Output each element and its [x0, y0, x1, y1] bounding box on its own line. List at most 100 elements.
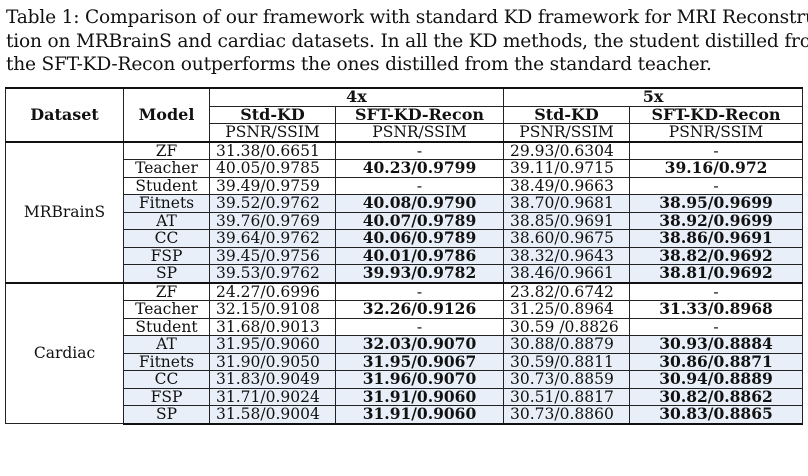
std-kd-4x-cell: 40.05/0.9785 — [209, 159, 336, 178]
header-4x: 4x — [208, 87, 505, 107]
header-metric: PSNR/SSIM — [629, 123, 804, 142]
model-cell: CC — [123, 229, 210, 248]
table-row: AT 39.76/0.9769 40.07/0.9789 38.85/0.9691 38… — [6, 211, 804, 230]
table-row: Fitnets 39.52/0.9762 40.08/0.9790 38.70/0.9… — [6, 194, 804, 213]
std-kd-5x-cell: 30.88/0.8879 — [503, 335, 631, 354]
std-kd-4x-cell: 31.83/0.9049 — [209, 370, 336, 389]
sft-kd-5x-cell: 30.93/0.8884 — [629, 335, 804, 354]
header-5x: 5x — [503, 87, 804, 107]
header-metric: PSNR/SSIM — [334, 123, 505, 142]
sft-kd-5x-cell: - — [629, 281, 804, 301]
std-kd-4x-cell: 39.76/0.9769 — [209, 211, 336, 230]
std-kd-4x-cell: 39.45/0.9756 — [209, 246, 336, 265]
model-cell: FSP — [123, 246, 210, 265]
sft-kd-5x-cell: 38.95/0.9699 — [629, 194, 804, 213]
header-model: Model — [123, 87, 210, 142]
table-row: Teacher 40.05/0.9785 40.23/0.9799 39.11/0.9… — [6, 159, 804, 178]
std-kd-5x-cell: 23.82/0.6742 — [503, 281, 631, 301]
std-kd-5x-cell: 30.73/0.8860 — [503, 405, 631, 425]
std-kd-4x-cell: 31.95/0.9060 — [209, 335, 336, 354]
sft-kd-5x-cell: 30.83/0.8865 — [629, 405, 804, 425]
sft-kd-4x-cell: 40.07/0.9789 — [334, 211, 505, 230]
header-std-kd-5x: Std-KD — [503, 105, 631, 124]
table-row: AT 31.95/0.9060 32.03/0.9070 30.88/0.8879 30… — [6, 335, 804, 354]
sft-kd-4x-cell: 32.26/0.9126 — [334, 300, 505, 319]
std-kd-4x-cell: 31.68/0.9013 — [209, 317, 336, 336]
sft-kd-5x-cell: 38.92/0.9699 — [629, 211, 804, 230]
sft-kd-5x-cell: 38.81/0.9692 — [629, 264, 804, 283]
caption-line-3: the SFT-KD-Recon outperforms the ones di… — [6, 54, 712, 75]
model-cell: ZF — [123, 140, 210, 160]
results-table: Dataset Model 4x 5x Std-KD SFT-KD-Recon … — [5, 87, 804, 425]
table-row: Cardiac ZF 24.27/0.6996-23.82/0.6742- — [5, 281, 804, 424]
sft-kd-4x-cell: 31.96/0.9070 — [334, 370, 505, 389]
sft-kd-4x-cell: 32.03/0.9070 — [334, 335, 505, 354]
sft-kd-5x-cell: 38.86/0.9691 — [629, 229, 804, 248]
table-row: CC 39.64/0.9762 40.06/0.9789 38.60/0.9675 38… — [6, 229, 804, 248]
model-cell: SP — [123, 405, 210, 425]
std-kd-5x-cell: 38.60/0.9675 — [503, 229, 631, 248]
table-row: Fitnets 31.90/0.9050 31.95/0.9067 30.59/0.8… — [6, 352, 804, 371]
model-cell: Student — [123, 317, 210, 336]
std-kd-5x-cell: 30.59/0.8811 — [503, 352, 631, 371]
model-cell: Student — [123, 176, 210, 195]
sft-kd-4x-cell: - — [334, 281, 505, 301]
table-row: FSP 39.45/0.9756 40.01/0.9786 38.32/0.9643 3… — [6, 246, 804, 265]
dataset-cell: Cardiac — [5, 281, 124, 424]
sft-kd-4x-cell: 31.95/0.9067 — [334, 352, 505, 371]
table-row: SP 31.58/0.9004 31.91/0.9060 30.73/0.8860 30… — [6, 405, 804, 425]
sft-kd-4x-cell: - — [334, 317, 505, 336]
std-kd-4x-cell: 39.64/0.9762 — [209, 229, 336, 248]
std-kd-5x-cell: 39.11/0.9715 — [503, 159, 631, 178]
caption-line-2: tion on MRBrainS and cardiac datasets. I… — [6, 30, 808, 52]
std-kd-5x-cell: 38.70/0.9681 — [503, 194, 631, 213]
std-kd-5x-cell: 38.46/0.9661 — [503, 264, 631, 283]
sft-kd-4x-cell: - — [334, 140, 505, 160]
sft-kd-5x-cell: 31.33/0.8968 — [629, 300, 804, 319]
model-cell: AT — [123, 211, 210, 230]
std-kd-4x-cell: 39.52/0.9762 — [209, 194, 336, 213]
table-caption: Table 1: Comparison of our framework wit… — [6, 6, 808, 77]
model-cell: CC — [123, 370, 210, 389]
table-row: MRBrainS ZF 31.38/0.6651-29.93/0.6304- — [5, 140, 804, 283]
sft-kd-5x-cell: 30.86/0.8871 — [629, 352, 804, 371]
table-row: CC 31.83/0.9049 31.96/0.9070 30.73/0.8859 30… — [6, 370, 804, 389]
header-dataset: Dataset — [5, 87, 124, 142]
sft-kd-5x-cell: 30.82/0.8862 — [629, 387, 804, 406]
model-cell: AT — [123, 335, 210, 354]
header-metric: PSNR/SSIM — [209, 123, 336, 142]
sft-kd-5x-cell: - — [629, 176, 804, 195]
header-metric: PSNR/SSIM — [503, 123, 631, 142]
dataset-cell: MRBrainS — [5, 140, 124, 283]
std-kd-4x-cell: 31.71/0.9024 — [209, 387, 336, 406]
std-kd-5x-cell: 30.51/0.8817 — [503, 387, 631, 406]
model-cell: Teacher — [123, 300, 210, 319]
header-std-kd-4x: Std-KD — [209, 105, 336, 124]
header-row-groups: Dataset Model 4x 5x — [5, 87, 804, 142]
std-kd-4x-cell: 31.90/0.9050 — [209, 352, 336, 371]
std-kd-4x-cell: 31.58/0.9004 — [209, 405, 336, 425]
std-kd-5x-cell: 38.85/0.9691 — [503, 211, 631, 230]
table-row: SP 39.53/0.9762 39.93/0.9782 38.46/0.9661 38… — [6, 264, 804, 283]
sft-kd-5x-cell: - — [629, 317, 804, 336]
header-sft-kd-4x: SFT-KD-Recon — [334, 105, 505, 124]
model-cell: ZF — [123, 281, 210, 301]
table-row: FSP 31.71/0.9024 31.91/0.9060 30.51/0.8817 3… — [6, 387, 804, 406]
model-cell: Fitnets — [123, 352, 210, 371]
table-row: Teacher 32.15/0.9108 32.26/0.9126 31.25/0.8… — [6, 300, 804, 319]
sft-kd-4x-cell: 39.93/0.9782 — [334, 264, 505, 283]
model-cell: Fitnets — [123, 194, 210, 213]
model-cell: FSP — [123, 387, 210, 406]
sft-kd-5x-cell: 30.94/0.8889 — [629, 370, 804, 389]
sft-kd-4x-cell: 31.91/0.9060 — [334, 405, 505, 425]
model-cell: Teacher — [123, 159, 210, 178]
caption-line-1: Table 1: Comparison of our framework wit… — [6, 7, 808, 28]
std-kd-5x-cell: 30.59 /0.8826 — [503, 317, 631, 336]
sft-kd-4x-cell: 40.23/0.9799 — [334, 159, 505, 178]
sft-kd-5x-cell: 39.16/0.972 — [629, 159, 804, 178]
sft-kd-5x-cell: - — [629, 140, 804, 160]
std-kd-4x-cell: 39.49/0.9759 — [209, 176, 336, 195]
std-kd-5x-cell: 38.32/0.9643 — [503, 246, 631, 265]
std-kd-4x-cell: 39.53/0.9762 — [209, 264, 336, 283]
std-kd-5x-cell: 30.73/0.8859 — [503, 370, 631, 389]
